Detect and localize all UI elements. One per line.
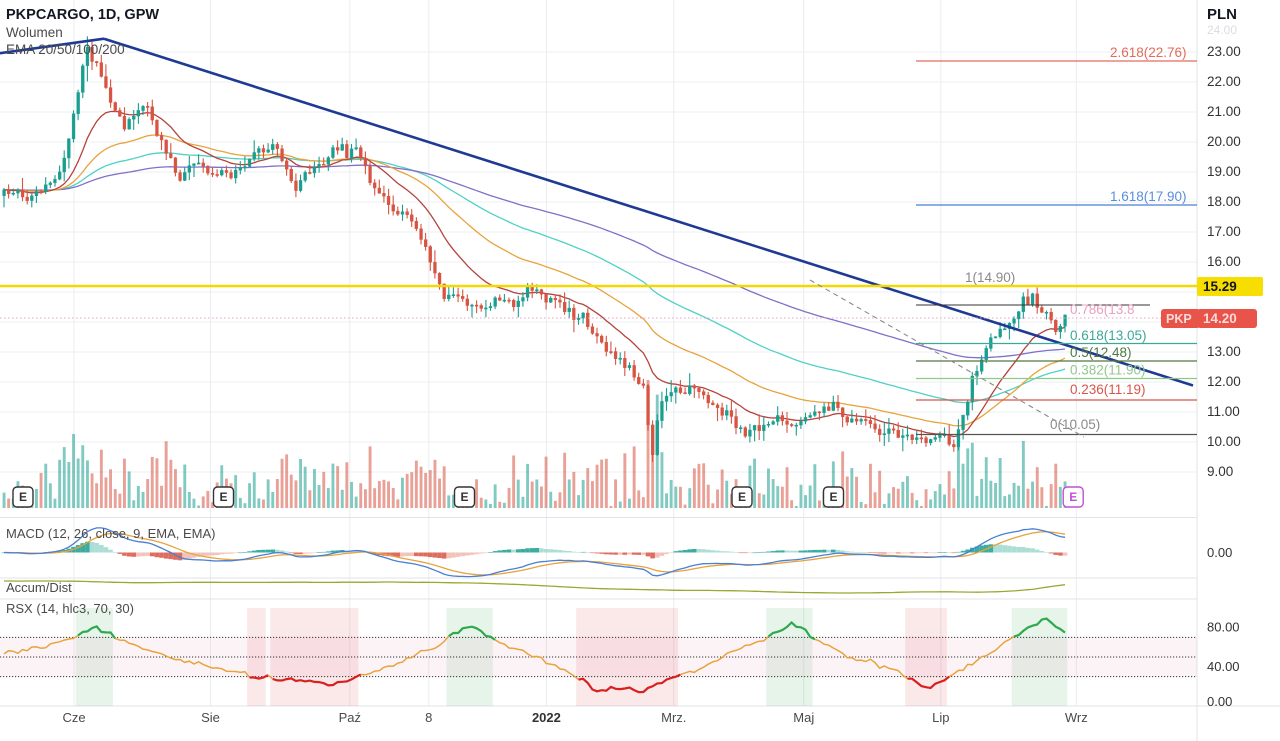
svg-text:80.00: 80.00: [1207, 620, 1240, 635]
svg-text:20.00: 20.00: [1207, 134, 1241, 149]
svg-text:10.00: 10.00: [1207, 434, 1241, 449]
svg-text:15.29: 15.29: [1203, 279, 1237, 294]
svg-text:Wolumen: Wolumen: [6, 25, 63, 40]
svg-text:16.00: 16.00: [1207, 254, 1241, 269]
svg-text:0.382(11.90): 0.382(11.90): [1070, 363, 1146, 378]
svg-text:PLN: PLN: [1207, 6, 1237, 23]
svg-text:0.00: 0.00: [1207, 694, 1232, 709]
svg-text:Accum/Dist: Accum/Dist: [6, 580, 72, 595]
svg-text:E: E: [19, 490, 27, 504]
svg-text:1(14.90): 1(14.90): [965, 270, 1015, 285]
svg-text:Lip: Lip: [932, 710, 949, 725]
svg-text:Paź: Paź: [339, 710, 361, 725]
svg-text:21.00: 21.00: [1207, 104, 1241, 119]
svg-text:E: E: [829, 490, 837, 504]
svg-text:E: E: [219, 490, 227, 504]
svg-text:Cze: Cze: [62, 710, 85, 725]
svg-text:E: E: [460, 490, 468, 504]
svg-text:Mrz.: Mrz.: [661, 710, 686, 725]
svg-text:0.618(13.05): 0.618(13.05): [1070, 328, 1147, 343]
svg-text:1.618(17.90): 1.618(17.90): [1110, 189, 1187, 204]
svg-text:12.00: 12.00: [1207, 374, 1241, 389]
svg-text:0.5(12.48): 0.5(12.48): [1070, 345, 1132, 360]
svg-text:17.00: 17.00: [1207, 224, 1241, 239]
svg-text:Wrz: Wrz: [1065, 710, 1088, 725]
svg-text:RSX (14, hlc3, 70, 30): RSX (14, hlc3, 70, 30): [6, 601, 134, 616]
svg-text:23.00: 23.00: [1207, 44, 1241, 59]
svg-text:8: 8: [425, 710, 432, 725]
svg-text:PKP: PKP: [1166, 312, 1192, 326]
svg-text:2022: 2022: [532, 710, 561, 725]
svg-text:22.00: 22.00: [1207, 74, 1241, 89]
svg-text:24.00: 24.00: [1207, 23, 1237, 37]
svg-text:13.00: 13.00: [1207, 344, 1241, 359]
svg-text:MACD (12, 26, close, 9, EMA, E: MACD (12, 26, close, 9, EMA, EMA): [6, 526, 216, 541]
svg-text:0.00: 0.00: [1207, 545, 1232, 560]
svg-text:0.786(13.8: 0.786(13.8: [1070, 302, 1135, 317]
svg-text:0(10.05): 0(10.05): [1050, 417, 1100, 432]
svg-text:E: E: [1069, 490, 1077, 504]
svg-text:40.00: 40.00: [1207, 659, 1240, 674]
svg-text:19.00: 19.00: [1207, 164, 1241, 179]
svg-text:9.00: 9.00: [1207, 464, 1233, 479]
svg-text:14.20: 14.20: [1203, 311, 1237, 326]
svg-text:18.00: 18.00: [1207, 194, 1241, 209]
svg-text:2.618(22.76): 2.618(22.76): [1110, 45, 1187, 60]
svg-text:EMA 20/50/100/200: EMA 20/50/100/200: [6, 42, 125, 57]
svg-text:0.236(11.19): 0.236(11.19): [1070, 382, 1146, 397]
svg-text:Sie: Sie: [201, 710, 220, 725]
svg-text:Maj: Maj: [793, 710, 814, 725]
svg-text:PKPCARGO, 1D, GPW: PKPCARGO, 1D, GPW: [6, 7, 159, 23]
svg-text:E: E: [738, 490, 746, 504]
svg-text:11.00: 11.00: [1207, 404, 1240, 419]
